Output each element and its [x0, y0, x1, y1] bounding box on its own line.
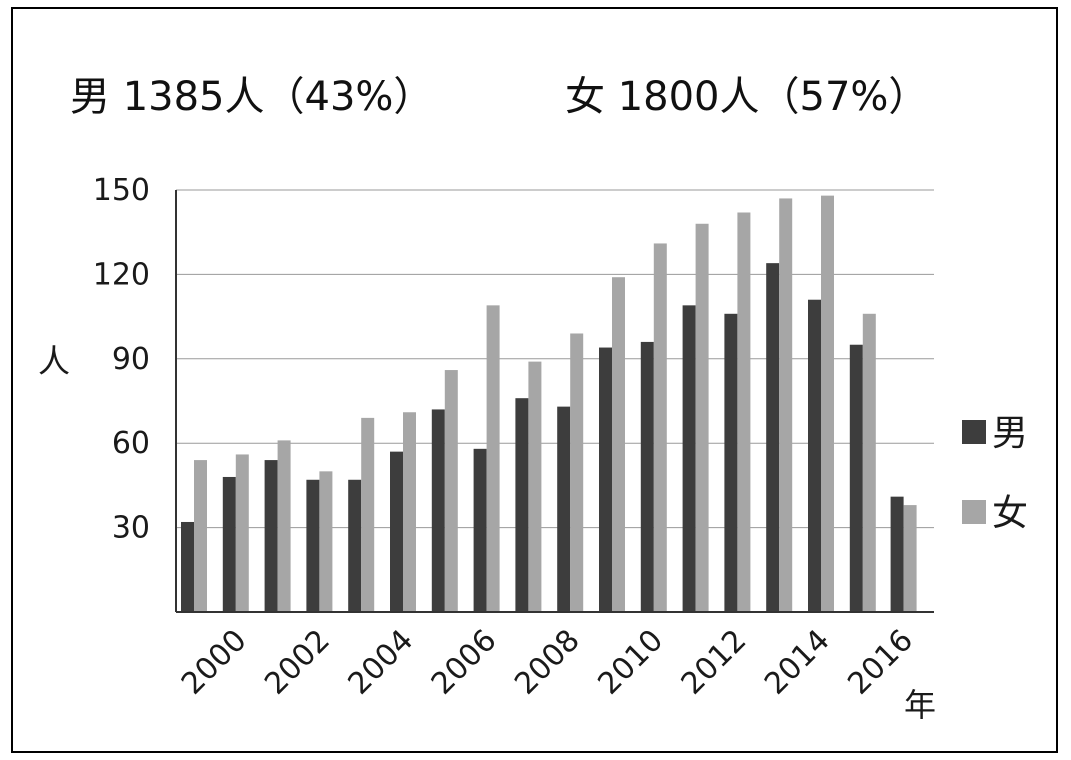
bar-female-2012: [695, 223, 709, 612]
bar-female-2000: [194, 460, 207, 612]
bars: [181, 195, 917, 613]
bar-female-2004: [361, 417, 375, 612]
bar-female-2003: [319, 471, 333, 612]
bar-male-2006: [431, 409, 445, 612]
bar-female-2008: [528, 361, 542, 612]
x-tick-label: 2012: [675, 623, 754, 702]
bar-male-2015: [808, 299, 821, 612]
x-tick-label: 2014: [758, 623, 837, 702]
x-axis-label: 年: [904, 686, 936, 724]
x-tick-label: 2008: [508, 623, 587, 702]
bar-male-2002: [264, 460, 278, 612]
bar-male-2004: [348, 479, 362, 612]
x-tick-label: 2004: [342, 623, 421, 702]
x-tick-label: 2002: [258, 623, 337, 702]
bar-male-2014: [766, 263, 780, 612]
bar-male-2016: [849, 344, 863, 612]
bar-female-2015: [821, 195, 834, 613]
bar-male-2011: [640, 341, 654, 612]
bar-female-2011: [653, 243, 667, 612]
bar-female-2005: [403, 412, 416, 612]
x-tick-label: 2000: [175, 623, 254, 702]
bar-male-2012: [682, 305, 696, 612]
bar-male-2001: [222, 476, 236, 612]
x-tick-label: 2010: [591, 623, 670, 702]
y-tick-labels: 30 60 90 120 150: [93, 173, 150, 546]
bar-male-2010: [599, 347, 612, 612]
bar-female-2002: [277, 440, 291, 612]
bar-male-2013: [724, 313, 738, 612]
bar-female-2007: [486, 305, 500, 612]
bar-male-2000: [181, 521, 194, 612]
bar-female-2009: [570, 333, 584, 612]
y-tick-label: 150: [93, 173, 150, 208]
y-tick-label: 30: [112, 511, 150, 546]
chart-title-female: 女 1800人（57%）: [565, 74, 928, 120]
bar-female-2014: [779, 198, 793, 612]
bar-female-2006: [444, 370, 458, 612]
legend-swatch-male: [962, 420, 986, 444]
chart-title-male: 男 1385人（43%）: [70, 74, 433, 120]
bar-female-2001: [235, 454, 249, 612]
x-tick-label: 2006: [425, 623, 504, 702]
x-tick-labels: 2000 2002 2004 2006 2008 2010 2012 2014 2016: [175, 623, 920, 702]
bar-male-2007: [473, 448, 487, 612]
y-tick-label: 120: [93, 257, 150, 292]
bar-male-trailing: [890, 496, 904, 612]
legend-label-male: 男: [992, 413, 1028, 454]
bar-female-2013: [737, 212, 751, 613]
bar-male-2003: [306, 479, 320, 612]
bar-male-2009: [557, 406, 571, 612]
bar-male-2008: [515, 398, 529, 612]
bar-male-2005: [390, 451, 403, 612]
bar-female-2016: [862, 313, 876, 612]
y-axis-label: 人: [38, 342, 70, 380]
legend-swatch-female: [962, 500, 986, 524]
bar-female-trailing: [903, 505, 917, 612]
y-tick-label: 90: [112, 342, 150, 377]
legend-label-female: 女: [992, 493, 1028, 534]
bar-female-2010: [612, 277, 625, 612]
legend: 男 女: [962, 413, 1028, 534]
gridlines: [176, 189, 934, 529]
y-tick-label: 60: [112, 426, 150, 461]
